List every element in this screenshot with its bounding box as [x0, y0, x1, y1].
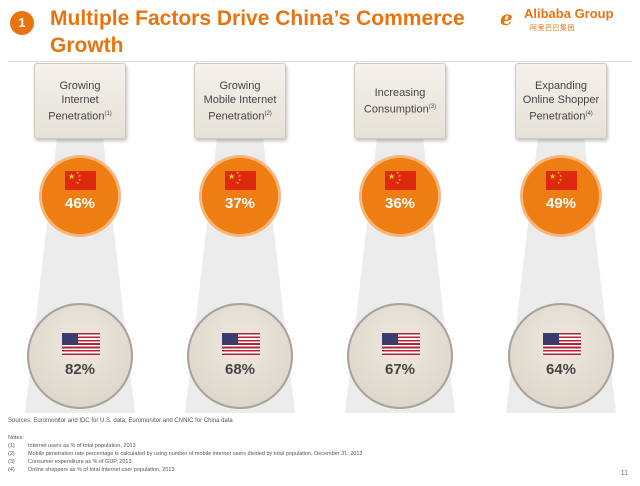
- us-stat-circle: 64%: [508, 303, 614, 409]
- notes-heading: Notes:: [8, 435, 24, 441]
- factor-label: Internet: [61, 93, 99, 106]
- factor-label: Increasing: [374, 86, 426, 99]
- us-stat-circle: 68%: [187, 303, 293, 409]
- factor-column-internet: Growing Internet Penetration(1) ★ ★ ★ ★ …: [15, 63, 145, 413]
- footnote-ref: (1): [104, 110, 112, 117]
- sources-text: Sources: Euromonitor and IDC for U.S. da…: [8, 418, 233, 424]
- factor-column-online-shopper: Expanding Online Shopper Penetration(4) …: [496, 63, 626, 413]
- china-flag-icon: ★ ★ ★ ★ ★: [385, 171, 416, 190]
- factor-label: Growing: [59, 79, 101, 92]
- us-percentage: 68%: [224, 361, 256, 378]
- us-flag-icon: [543, 333, 581, 355]
- factor-label: Penetration: [529, 110, 586, 123]
- china-percentage: 49%: [545, 195, 577, 212]
- china-flag-icon: ★ ★ ★ ★ ★: [225, 171, 256, 190]
- us-stat-circle: 67%: [347, 303, 453, 409]
- factor-label: Growing: [219, 79, 261, 92]
- factor-label: Mobile Internet: [203, 93, 277, 106]
- note-text: Consumer expenditure as % of GDP, 2013: [28, 459, 132, 465]
- page-number: 11: [620, 470, 628, 477]
- note-item: (3) Consumer expenditure as % of GDP, 20…: [8, 458, 362, 466]
- factor-label: Penetration: [208, 110, 265, 123]
- factor-label: Consumption: [363, 103, 429, 116]
- divider: [8, 61, 632, 62]
- china-flag-icon: ★ ★ ★ ★ ★: [546, 171, 577, 190]
- us-percentage: 67%: [384, 361, 416, 378]
- alibaba-logo: ℯ Alibaba Group 阿里巴巴集团: [500, 6, 630, 36]
- factor-column-consumption: Increasing Consumption(3) ★ ★ ★ ★ ★ 36% …: [335, 63, 465, 413]
- note-text: Internet users as % of total population,…: [28, 443, 136, 449]
- us-percentage: 82%: [64, 361, 96, 378]
- alibaba-logo-icon: ℯ: [500, 8, 513, 30]
- us-flag-icon: [382, 333, 420, 355]
- china-stat-circle: ★ ★ ★ ★ ★ 36%: [359, 155, 441, 237]
- footnote-ref: (3): [428, 103, 437, 110]
- logo-subtitle: 阿里巴巴集团: [530, 25, 575, 32]
- factor-label: Online Shopper: [522, 93, 600, 106]
- china-stat-circle: ★ ★ ★ ★ ★ 46%: [39, 155, 121, 237]
- factor-box: Growing Mobile Internet Penetration(2): [194, 63, 286, 139]
- note-number: (3): [8, 459, 15, 465]
- china-stat-circle: ★ ★ ★ ★ ★ 37%: [199, 155, 281, 237]
- notes-section: Notes: (1) Internet users as % of total …: [8, 434, 362, 474]
- us-flag-icon: [222, 333, 260, 355]
- note-item: (2) Mobile penetration rate percentage i…: [8, 450, 362, 458]
- note-text: Online shoppers as % of total Internet u…: [28, 467, 175, 473]
- note-number: (1): [8, 443, 15, 449]
- logo-name: Alibaba Group: [524, 6, 614, 21]
- note-number: (4): [8, 467, 15, 473]
- china-flag-icon: ★ ★ ★ ★ ★: [65, 171, 96, 190]
- factor-label: Expanding: [534, 79, 587, 92]
- factor-box: Growing Internet Penetration(1): [34, 63, 126, 139]
- factor-label: Penetration: [48, 110, 105, 123]
- note-text: Mobile penetration rate percentage is ca…: [28, 451, 363, 457]
- note-item: (4) Online shoppers as % of total Intern…: [8, 466, 362, 474]
- page-title: Multiple Factors Drive China’s Commerce …: [50, 7, 465, 57]
- china-percentage: 46%: [64, 195, 96, 212]
- factor-box: Increasing Consumption(3): [354, 63, 446, 139]
- factor-column-mobile: Growing Mobile Internet Penetration(2) ★…: [175, 63, 305, 413]
- footnote-ref: (4): [585, 110, 593, 117]
- us-stat-circle: 82%: [27, 303, 133, 409]
- us-flag-icon: [62, 333, 100, 355]
- china-stat-circle: ★ ★ ★ ★ ★ 49%: [520, 155, 602, 237]
- china-percentage: 37%: [224, 195, 256, 212]
- note-item: (1) Internet users as % of total populat…: [8, 442, 362, 450]
- slide-number-badge: 1: [10, 11, 34, 35]
- us-percentage: 64%: [545, 361, 577, 378]
- factor-box: Expanding Online Shopper Penetration(4): [515, 63, 607, 139]
- china-percentage: 36%: [384, 195, 416, 212]
- footnote-ref: (2): [264, 110, 272, 117]
- note-number: (2): [8, 451, 15, 457]
